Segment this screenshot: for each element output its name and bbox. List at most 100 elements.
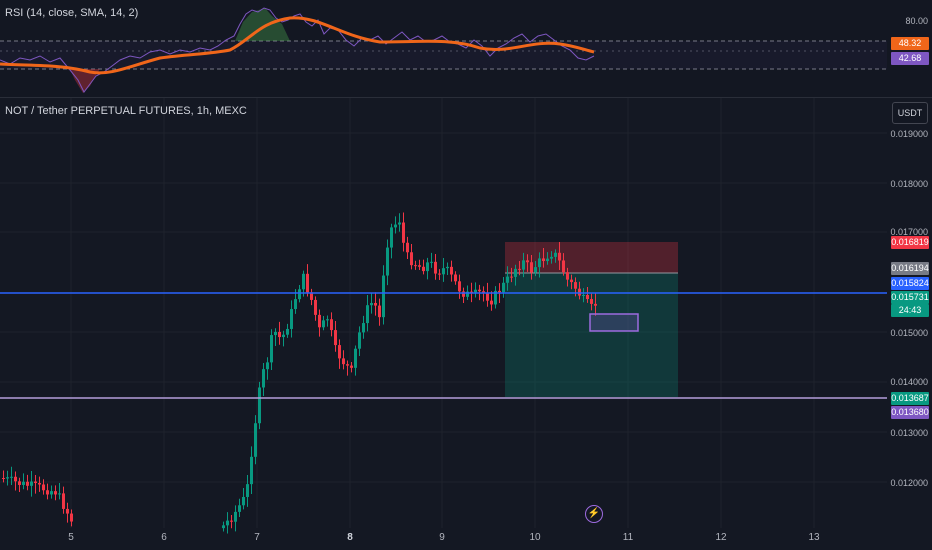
candle-body bbox=[6, 477, 9, 479]
rsi-sma-tag: 48.32 bbox=[891, 37, 929, 50]
candle-body bbox=[318, 314, 321, 328]
candle-body bbox=[366, 305, 369, 324]
candle-body bbox=[414, 265, 417, 267]
candle-body bbox=[362, 323, 365, 333]
candles bbox=[2, 212, 597, 534]
candle-body bbox=[14, 476, 17, 482]
candle-body bbox=[26, 481, 29, 486]
rsi-pane[interactable]: RSI (14, close, SMA, 14, 2) 80.00 48.32 … bbox=[0, 0, 932, 97]
candle-body bbox=[294, 299, 297, 310]
candle-body bbox=[554, 252, 557, 257]
candle-body bbox=[226, 520, 229, 526]
pane-divider[interactable] bbox=[0, 97, 932, 98]
candle-body bbox=[438, 273, 441, 275]
drawn-rectangle[interactable] bbox=[589, 313, 639, 332]
candle-body bbox=[534, 267, 537, 273]
candle-body bbox=[346, 364, 349, 366]
candle-body bbox=[562, 260, 565, 273]
candle-body bbox=[586, 295, 589, 300]
candle-body bbox=[274, 331, 277, 336]
price-tick: 0.018000 bbox=[890, 179, 928, 189]
candle-body bbox=[574, 282, 577, 289]
candle-body bbox=[302, 273, 305, 290]
candle-body bbox=[298, 289, 301, 300]
price-tick: 0.015000 bbox=[890, 328, 928, 338]
time-tick: 12 bbox=[715, 532, 727, 543]
candle-body bbox=[266, 362, 269, 370]
candle-body bbox=[426, 262, 429, 272]
candle-body bbox=[510, 276, 513, 278]
candle-body bbox=[570, 279, 573, 283]
candle-body bbox=[462, 291, 465, 297]
candle-body bbox=[390, 227, 393, 248]
candle-body bbox=[46, 490, 49, 495]
candle-body bbox=[270, 335, 273, 363]
candle-body bbox=[246, 484, 249, 497]
chart-title: NOT / Tether PERPETUAL FUTURES, 1h, MEXC bbox=[5, 105, 247, 117]
candle-body bbox=[326, 319, 329, 321]
candle-body bbox=[406, 242, 409, 253]
last-price-tag: 0.015731 bbox=[891, 291, 929, 304]
candle-body bbox=[230, 520, 233, 522]
candle-body bbox=[494, 290, 497, 305]
price-tick: 0.012000 bbox=[890, 478, 928, 488]
candle-body bbox=[546, 258, 549, 262]
time-tick: 10 bbox=[529, 532, 541, 543]
candle-body bbox=[22, 481, 25, 485]
entry-price-tag: 0.016194 bbox=[891, 262, 929, 275]
candle-body bbox=[538, 258, 541, 268]
candle-body bbox=[526, 260, 529, 263]
candle-body bbox=[558, 252, 561, 261]
candle-body bbox=[18, 481, 21, 485]
candle-body bbox=[58, 493, 61, 495]
price-tick: 0.013000 bbox=[890, 428, 928, 438]
candle-body bbox=[394, 224, 397, 228]
candle-body bbox=[70, 513, 73, 522]
candle-body bbox=[458, 281, 461, 292]
time-tick: 7 bbox=[254, 532, 260, 543]
rsi-value-tag: 42.68 bbox=[891, 52, 929, 65]
candle-body bbox=[454, 274, 457, 282]
candle-body bbox=[34, 481, 37, 484]
candle-body bbox=[62, 493, 65, 509]
candle-body bbox=[358, 332, 361, 349]
candle-body bbox=[290, 309, 293, 329]
candle-body bbox=[490, 300, 493, 305]
candle-body bbox=[470, 291, 473, 293]
candle-body bbox=[398, 222, 401, 225]
candle-body bbox=[306, 273, 309, 293]
candle-body bbox=[330, 319, 333, 331]
candle-body bbox=[342, 358, 345, 365]
candle-body bbox=[446, 266, 449, 269]
candle-body bbox=[430, 261, 433, 263]
candle-body bbox=[542, 258, 545, 262]
candle-body bbox=[314, 299, 317, 315]
candle-body bbox=[258, 387, 261, 424]
candle-body bbox=[242, 496, 245, 506]
candle-body bbox=[498, 290, 501, 293]
price-tick: 0.019000 bbox=[890, 129, 928, 139]
candle-body bbox=[590, 299, 593, 304]
candle-body bbox=[450, 266, 453, 275]
rsi-oversold-fill bbox=[70, 69, 100, 93]
stop-price-tag: 0.016819 bbox=[891, 236, 929, 249]
candle-body bbox=[410, 252, 413, 266]
candle-body bbox=[434, 261, 437, 274]
candle-body bbox=[30, 481, 33, 486]
candle-body bbox=[378, 305, 381, 318]
candle-body bbox=[594, 303, 597, 306]
candle-body bbox=[514, 268, 517, 277]
candle-body bbox=[474, 289, 477, 293]
candle-body bbox=[2, 478, 5, 479]
candle-body bbox=[422, 266, 425, 272]
time-tick: 11 bbox=[622, 532, 634, 543]
candle-body bbox=[54, 491, 57, 495]
support-price-tag: 0.013680 bbox=[891, 406, 929, 419]
candle-body bbox=[578, 288, 581, 296]
chart-grid bbox=[0, 98, 887, 528]
rsi-title: RSI (14, close, SMA, 14, 2) bbox=[5, 7, 139, 19]
lightning-bolt-icon[interactable]: ⚡ bbox=[585, 505, 603, 523]
currency-selector[interactable]: USDT bbox=[892, 102, 928, 124]
candle-body bbox=[386, 247, 389, 276]
candle-body bbox=[282, 334, 285, 338]
